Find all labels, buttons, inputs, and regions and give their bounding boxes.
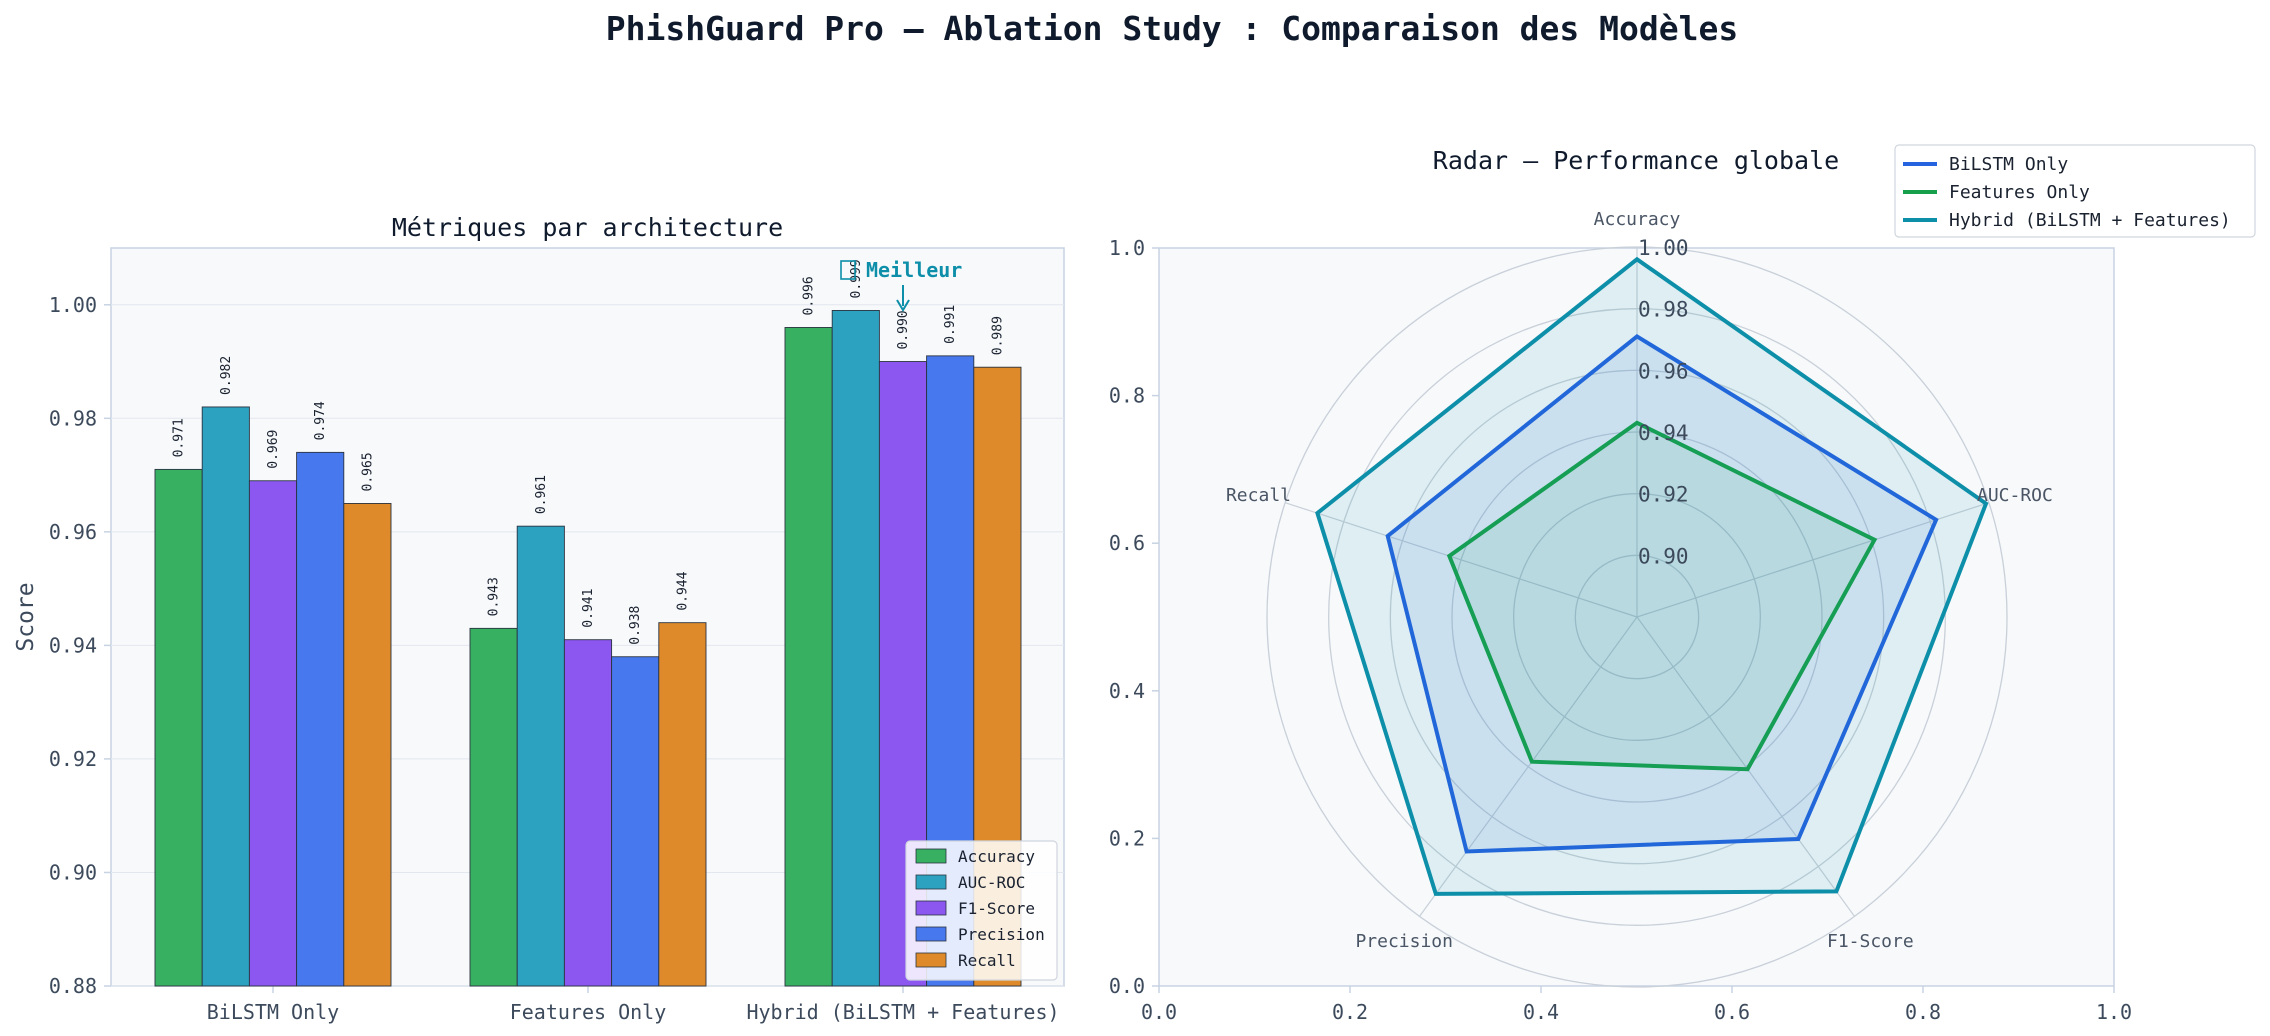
- bar-value-label: 0.991: [943, 305, 958, 344]
- bar: [611, 656, 660, 987]
- bar: [248, 480, 298, 987]
- radar-r-tick-label: 0.94: [1638, 421, 1689, 445]
- bar: [784, 327, 833, 987]
- radar-series-polygon: [1385, 333, 1939, 854]
- radar-r-tick-label: 0.96: [1638, 359, 1689, 383]
- bar-value-label: 0.989: [990, 316, 1005, 355]
- radar-x-tick-label: 0.4: [1523, 1000, 1559, 1024]
- radar-y-tick-label: 0.2: [1109, 826, 1145, 850]
- bar: [201, 406, 250, 987]
- annotation-arrow-head: [896, 299, 910, 312]
- radar-y-tick-label: 0.6: [1109, 531, 1145, 555]
- radar-r-tick-label: 0.90: [1638, 544, 1689, 568]
- bar-value-label: 0.941: [581, 589, 596, 628]
- bar-value-label: 0.982: [219, 356, 234, 395]
- bar: [469, 627, 518, 987]
- bar-value-label: 0.969: [266, 430, 281, 469]
- bar-y-tick-label: 0.88: [49, 974, 97, 998]
- bar-y-tick-label: 1.00: [49, 293, 97, 317]
- bar: [296, 451, 345, 987]
- bar-y-tick-label: 0.98: [49, 406, 97, 430]
- radar-axis-label: Precision: [1355, 931, 1453, 952]
- radar-series-polygon: [1446, 420, 1878, 772]
- radar-axis-label: Recall: [1226, 485, 1291, 506]
- radar-axis-label: AUC-ROC: [1977, 485, 2053, 506]
- bar-value-label: 0.996: [802, 276, 817, 315]
- bar-legend-label: Recall: [958, 951, 1016, 970]
- radar-x-tick-label: 0.8: [1905, 1000, 1941, 1024]
- bar-legend-swatch: [915, 900, 947, 916]
- bar-legend: Accuracy AUC-ROC F1-Score Precision Recall: [905, 840, 1058, 981]
- radar-spoke: [1284, 502, 1638, 618]
- bar-x-tick-label: Hybrid (BiLSTM + Features): [746, 1000, 1059, 1024]
- bar-y-tick-label: 0.94: [49, 633, 97, 657]
- radar-x-tick-label: 0.2: [1332, 1000, 1368, 1024]
- radar-spoke: [1419, 616, 1638, 917]
- bar-value-label: 0.999: [849, 259, 864, 298]
- bar: [343, 503, 392, 987]
- bar-legend-swatch: [915, 926, 947, 942]
- bar-y-tick-label: 0.92: [49, 747, 97, 771]
- radar-x-tick-label: 0.0: [1141, 1000, 1177, 1024]
- bar-value-label: 0.990: [896, 310, 911, 349]
- bar-legend-label: F1-Score: [958, 899, 1035, 918]
- radar-legend-label: Hybrid (BiLSTM + Features): [1949, 210, 2231, 231]
- bar-legend-swatch: [915, 848, 947, 864]
- bar-legend-label: Accuracy: [958, 847, 1035, 866]
- bar-legend-swatch: [915, 952, 947, 968]
- bar-value-label: 0.971: [172, 418, 187, 457]
- bar-y-tick-label: 0.96: [49, 520, 97, 544]
- radar-x-tick-label: 0.6: [1714, 1000, 1750, 1024]
- bar-value-label: 0.943: [487, 577, 502, 616]
- trophy-icon-box: [840, 260, 856, 280]
- radar-legend-box: [1894, 144, 2256, 238]
- bar-value-label: 0.944: [675, 571, 690, 610]
- radar-y-tick-label: 0.8: [1109, 384, 1145, 408]
- radar-r-tick-label: 0.98: [1638, 298, 1689, 322]
- bar: [831, 309, 880, 987]
- radar-series-polygon: [1315, 256, 1989, 896]
- radar-y-tick-label: 0.4: [1109, 679, 1145, 703]
- bar: [516, 525, 565, 987]
- bar: [658, 622, 707, 987]
- bar-legend-label: Precision: [958, 925, 1045, 944]
- bar-legend-swatch: [915, 874, 947, 890]
- trophy-icon: [840, 260, 856, 280]
- annotation-label: Meilleur: [866, 258, 962, 282]
- figure-title: PhishGuard Pro — Ablation Study : Compar…: [606, 9, 1738, 48]
- radar-spoke: [1636, 502, 1990, 618]
- bar-x-tick-label: BiLSTM Only: [207, 1000, 339, 1024]
- bar-chart: 0.88 0.90 0.92 0.94 0.96 0.98 1.00 Score Métriqu…: [13, 213, 1065, 1024]
- radar-legend-label: Features Only: [1949, 182, 2090, 203]
- bar: [563, 639, 613, 987]
- bar-value-label: 0.974: [313, 401, 328, 440]
- radar-spoke: [1636, 616, 1855, 917]
- bar-legend-label: AUC-ROC: [958, 873, 1025, 892]
- radar-legend-label: BiLSTM Only: [1949, 154, 2068, 175]
- radar-legend: BiLSTM Only Features Only Hybrid (BiLSTM +…: [1894, 144, 2256, 238]
- bar-y-axis-label: Score: [13, 582, 39, 651]
- bar-value-label: 0.961: [534, 475, 549, 514]
- bar-chart-title: Métriques par architecture: [392, 213, 783, 242]
- radar-r-tick-label: 0.92: [1638, 483, 1689, 507]
- radar-r-tick-label: 1.00: [1638, 236, 1689, 260]
- radar-chart: 0.00.0 0.2 0.2 0.4 0.4 0.6 0.6 0.8 0.8 1.0 1.0 Rada…: [1109, 144, 2256, 1024]
- bar: [154, 468, 203, 987]
- radar-axis-label: Accuracy: [1594, 209, 1681, 230]
- radar-y-tick-label: 1.0: [1109, 236, 1145, 260]
- bar-x-tick-label: Features Only: [510, 1000, 667, 1024]
- radar-x-tick-label: 1.0: [2096, 1000, 2132, 1024]
- radar-chart-title: Radar — Performance globale: [1433, 146, 1839, 175]
- bar-y-tick-label: 0.90: [49, 860, 97, 884]
- bar-value-label: 0.938: [628, 606, 643, 645]
- bar-value-label: 0.965: [360, 452, 375, 491]
- radar-y-tick-label: 0.0: [1109, 974, 1145, 998]
- radar-axis-label: F1-Score: [1827, 931, 1914, 952]
